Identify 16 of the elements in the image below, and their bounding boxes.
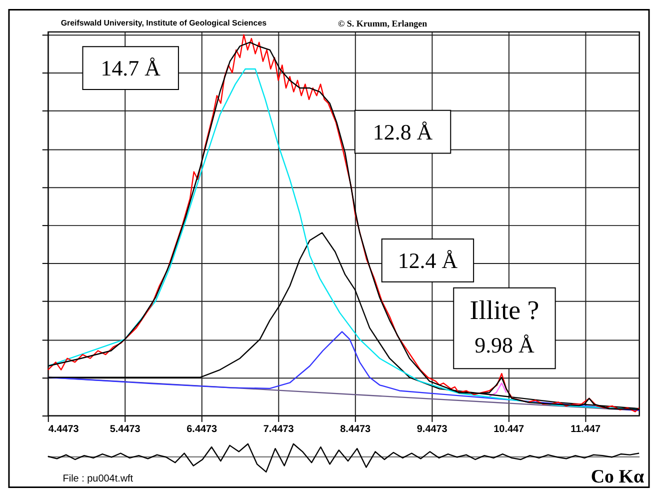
chart-title: Greifswald University, Institute of Geological Sciences [60, 18, 268, 28]
x-tick-label: 10.447 [494, 424, 525, 435]
x-tick-label: 4.4473 [48, 424, 80, 435]
text: File : pu004t.wft [62, 473, 134, 484]
x-tick-label: 8.4473 [340, 424, 372, 435]
annotation: 14.7 Å [100, 56, 161, 81]
x-tick-label: 7.4473 [263, 424, 294, 435]
annotation: 12.8 Å [372, 119, 433, 144]
x-tick-label: 9.4473 [416, 424, 448, 435]
chart-subtitle: © S. Krumm, Erlangen [338, 18, 428, 29]
x-tick-label: 11.447 [570, 424, 601, 435]
annotation: Co Kα [590, 466, 644, 488]
annotation: 12.4 Å [398, 248, 458, 273]
x-tick-label: 6.4473 [186, 424, 218, 435]
annotation: Illite ? 9.98 Å [470, 294, 540, 358]
x-tick-label: 5.4473 [110, 424, 141, 435]
